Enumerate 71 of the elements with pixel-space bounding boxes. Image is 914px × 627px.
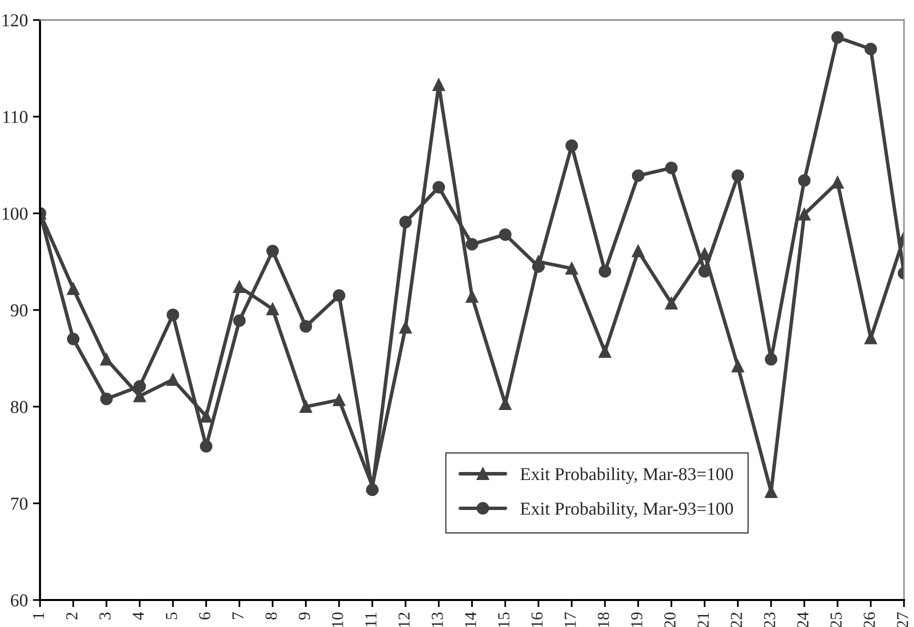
legend-label: Exit Probability, Mar-83=100	[520, 468, 733, 484]
point	[233, 314, 246, 327]
y-tick-label: 90	[10, 304, 28, 316]
x-tick-label: 12	[398, 612, 410, 627]
point	[200, 440, 212, 453]
point	[498, 228, 512, 241]
point	[632, 244, 644, 258]
point	[133, 380, 146, 393]
x-tick-label: 19	[631, 612, 642, 627]
point	[466, 238, 478, 251]
point	[399, 216, 412, 228]
y-tick-label: 60	[10, 594, 28, 606]
x-tick-label: 8	[266, 612, 277, 620]
point	[66, 332, 80, 346]
point	[432, 180, 446, 194]
x-tick-label: 3	[99, 612, 111, 620]
point	[166, 308, 180, 322]
point	[565, 262, 578, 275]
x-tick-label: 18	[598, 612, 610, 627]
point	[366, 484, 379, 496]
point	[864, 42, 878, 56]
point	[332, 394, 346, 406]
point	[732, 169, 744, 182]
x-tick-label: 9	[298, 612, 310, 620]
point	[598, 345, 612, 358]
point	[66, 282, 80, 295]
point	[266, 244, 279, 258]
x-tick-label: 7	[232, 612, 244, 620]
point	[498, 398, 512, 410]
point	[665, 162, 678, 174]
point	[698, 265, 711, 278]
point	[300, 320, 312, 333]
point	[399, 321, 412, 334]
point	[665, 296, 678, 310]
point	[798, 208, 811, 221]
x-tick-label: 4	[132, 612, 144, 620]
point	[798, 174, 811, 187]
point	[598, 265, 612, 278]
x-tick-label: 15	[498, 612, 510, 627]
point	[831, 176, 844, 189]
point	[732, 360, 744, 372]
y-tick-label: 80	[10, 400, 28, 414]
point	[831, 31, 844, 44]
x-tick-label: 1	[33, 612, 44, 619]
x-tick-label: 13	[432, 612, 443, 627]
point	[300, 400, 312, 413]
point	[466, 290, 478, 303]
y-tick-label: 70	[11, 498, 28, 510]
legend-label: Exit Probability, Mar-93=100	[520, 502, 733, 519]
point	[332, 289, 346, 302]
x-tick-label: 10	[332, 612, 344, 627]
point	[100, 353, 113, 366]
point	[200, 410, 212, 423]
point	[266, 302, 279, 316]
y-tick-label: 110	[3, 110, 28, 124]
point	[100, 392, 113, 406]
point	[764, 353, 778, 366]
x-tick-label: 6	[199, 612, 210, 620]
y-tick-label: 100	[2, 208, 28, 220]
point	[166, 373, 180, 386]
x-tick-label: 2	[66, 612, 78, 620]
x-tick-label: 5	[166, 612, 178, 620]
x-tick-label: 17	[564, 612, 576, 627]
x-tick-label: 11	[365, 612, 376, 626]
point	[432, 78, 446, 92]
x-tick-label: 14	[465, 612, 476, 627]
point	[565, 139, 578, 152]
y-tick-label: 120	[2, 14, 28, 26]
x-tick-label: 16	[531, 612, 543, 627]
point	[233, 280, 246, 294]
point	[632, 169, 644, 182]
